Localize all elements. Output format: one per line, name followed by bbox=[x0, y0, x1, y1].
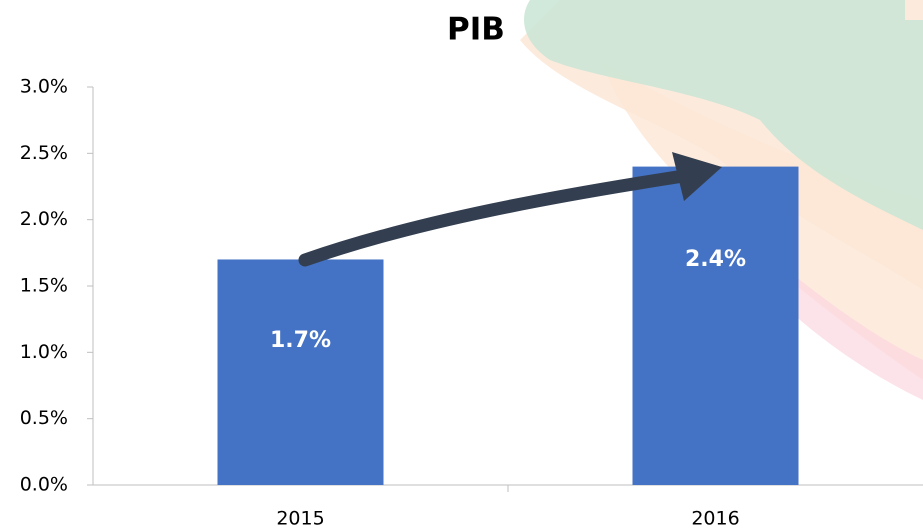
x-tick-label: 2015 bbox=[276, 508, 324, 530]
x-tick-label: 2016 bbox=[691, 508, 739, 530]
bar bbox=[633, 167, 799, 485]
y-tick-label: 0.5% bbox=[20, 407, 68, 429]
value-label: 1.7% bbox=[270, 328, 331, 353]
chart: PIB 1.7% 2.4% 0.0% 0.5% 1.0% 1.5% 2.0% 2.5% 3.0… bbox=[0, 0, 923, 530]
marks: 1.7% 2.4% bbox=[218, 167, 799, 485]
value-label: 2.4% bbox=[685, 247, 746, 272]
y-tick-label: 2.5% bbox=[20, 142, 68, 164]
y-tick-label: 1.5% bbox=[20, 275, 68, 297]
bar bbox=[218, 259, 384, 485]
y-tick-label: 3.0% bbox=[20, 76, 68, 98]
y-tick-label: 0.0% bbox=[20, 474, 68, 496]
chart-title: PIB bbox=[447, 12, 505, 48]
y-tick-label: 1.0% bbox=[20, 341, 68, 363]
y-tick-label: 2.0% bbox=[20, 208, 68, 230]
